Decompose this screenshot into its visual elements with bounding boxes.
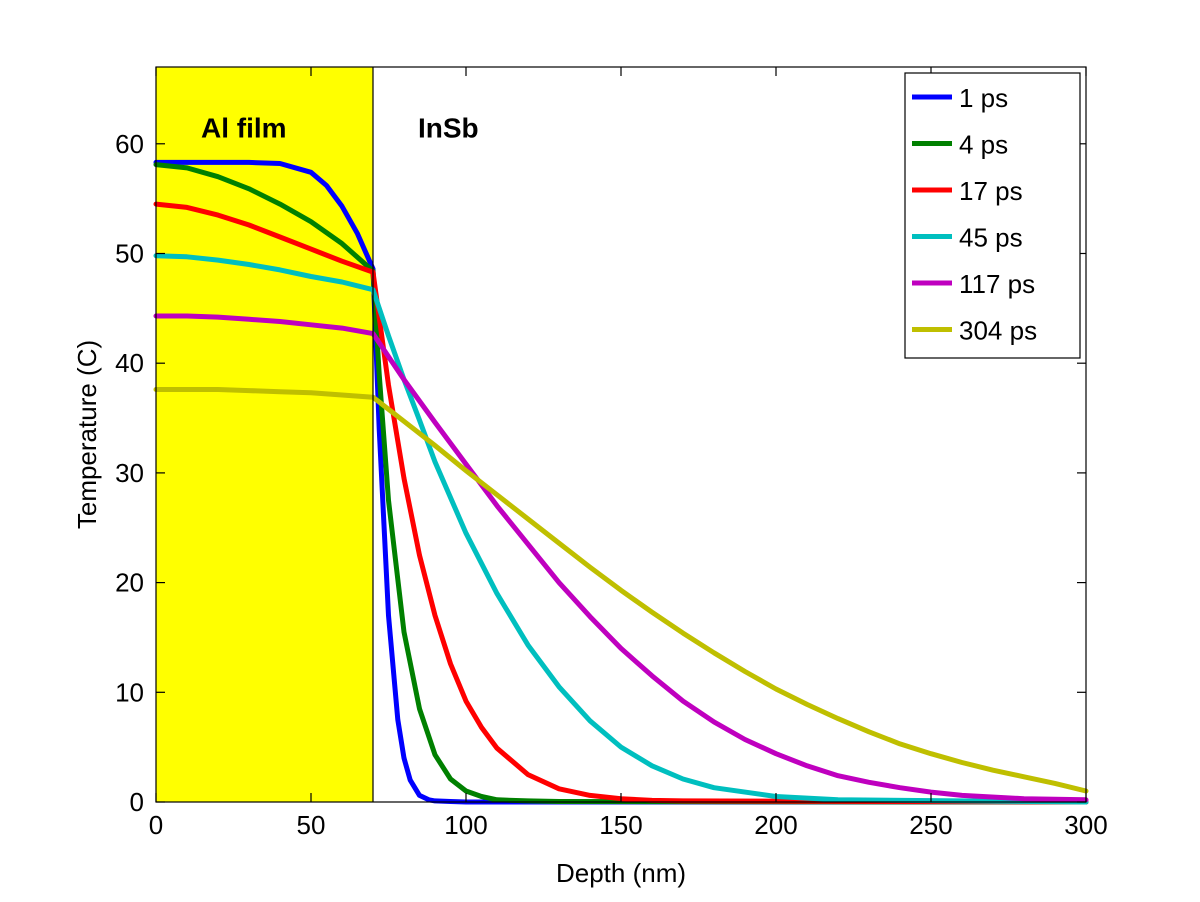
x-tick-label: 200: [754, 810, 797, 840]
x-tick-label: 250: [909, 810, 952, 840]
legend-label: 17 ps: [959, 176, 1023, 206]
series-line-4-ps: [153, 162, 1089, 805]
x-tick-label: 100: [444, 810, 487, 840]
legend-label: 1 ps: [959, 83, 1008, 113]
series-line-45-ps: [153, 253, 1089, 805]
annotation-insb: InSb: [418, 112, 479, 143]
y-tick-label: 0: [130, 787, 144, 817]
y-tick-label: 20: [115, 568, 144, 598]
legend-label: 4 ps: [959, 130, 1008, 160]
series-line-17-ps: [153, 201, 1089, 805]
legend-label: 45 ps: [959, 223, 1023, 253]
y-tick-label: 50: [115, 238, 144, 268]
series-line-1-ps: [153, 159, 1089, 805]
annotation-al-film: Al film: [201, 112, 287, 143]
y-tick-label: 10: [115, 677, 144, 707]
x-tick-label: 0: [149, 810, 163, 840]
y-tick-label: 40: [115, 348, 144, 378]
y-tick-label: 60: [115, 129, 144, 159]
x-axis-title: Depth (nm): [556, 858, 686, 888]
x-tick-label: 150: [599, 810, 642, 840]
x-tick-label: 50: [297, 810, 326, 840]
series-line-304-ps: [153, 387, 1089, 794]
legend-box: [904, 72, 1081, 359]
legend-label: 117 ps: [959, 269, 1035, 299]
legend: 1 ps 4 ps 17 ps 45 ps 117 ps 304 ps: [904, 72, 1081, 359]
legend-label: 304 ps: [959, 316, 1037, 346]
y-axis-title: Temperature (C): [72, 340, 102, 529]
y-tick-label: 30: [115, 458, 144, 488]
series-line-117-ps: [153, 313, 1089, 803]
x-tick-label: 300: [1064, 810, 1107, 840]
region-al-film: [156, 67, 373, 802]
